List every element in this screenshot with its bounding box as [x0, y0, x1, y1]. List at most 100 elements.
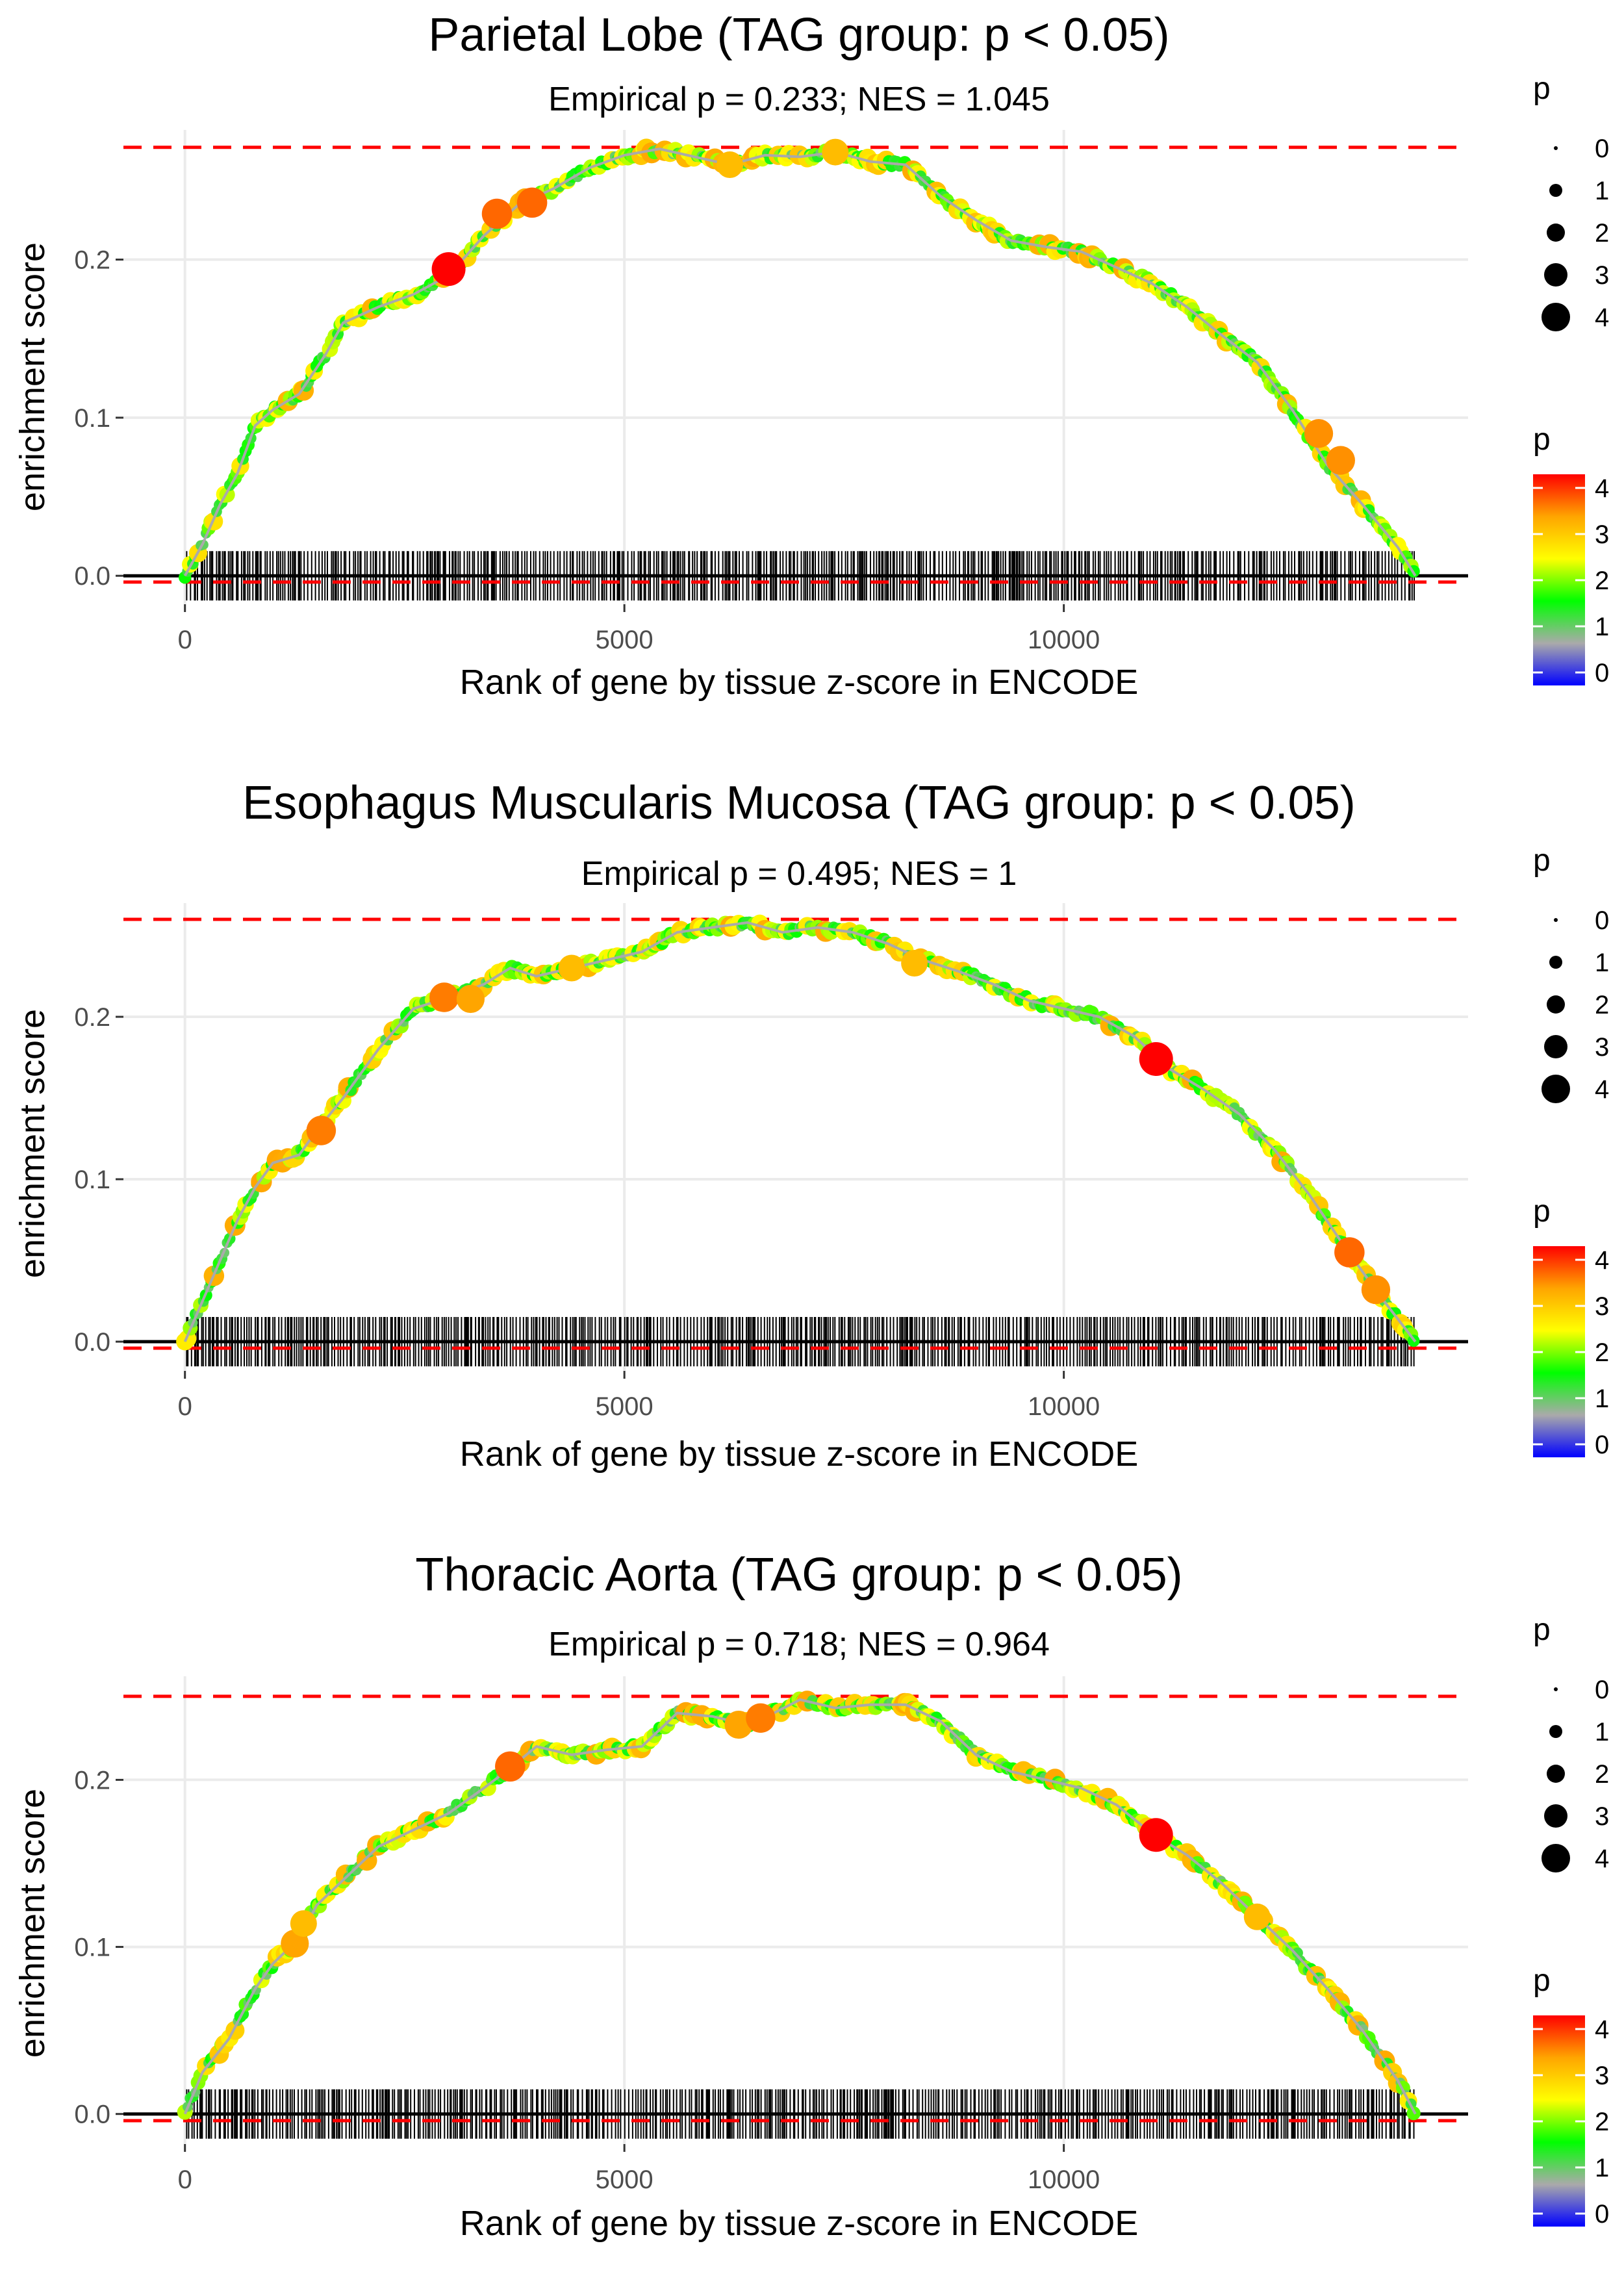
enrichment-series	[178, 138, 1420, 584]
highlight-point	[724, 1710, 753, 1739]
chart-subtitle: Empirical p = 0.233; NES = 1.045	[548, 81, 1050, 118]
size-legend-dot	[1542, 1075, 1570, 1103]
enrichment-series	[176, 914, 1420, 1351]
size-legend-dot	[1544, 1035, 1567, 1058]
color-legend-label: 2	[1595, 1338, 1609, 1367]
size-legend-label: 2	[1595, 991, 1609, 1019]
y-tick-label: 0.0	[74, 562, 110, 591]
size-legend-label: 0	[1595, 1676, 1609, 1704]
y-tick-label: 0.2	[74, 246, 110, 275]
highlight-point	[290, 1910, 317, 1937]
score-points	[176, 914, 1420, 1351]
enrichment-series	[177, 1691, 1421, 2121]
x-tick-label: 5000	[596, 626, 653, 654]
score-points	[178, 138, 1420, 584]
highlight-point	[429, 982, 459, 1012]
chart-title: Thoracic Aorta (TAG group: p < 0.05)	[415, 1549, 1182, 1601]
y-tick-label: 0.0	[74, 1328, 110, 1357]
chart-subtitle: Empirical p = 0.495; NES = 1	[581, 855, 1017, 893]
y-axis-title: enrichment score	[13, 1789, 52, 2058]
highlight-point	[717, 151, 744, 179]
size-legend-label: 0	[1595, 906, 1609, 935]
x-tick-label: 0	[178, 1392, 192, 1421]
color-legend-label: 3	[1595, 520, 1609, 549]
color-legend-label: 1	[1595, 613, 1609, 641]
color-legend-label: 1	[1595, 1385, 1609, 1413]
tick-labels: 0 5000 10000 0.0 0.1 0.2	[74, 1766, 1100, 2194]
reference-lines	[123, 917, 1468, 1350]
size-legend-label: 3	[1595, 1802, 1609, 1831]
y-tick-label: 0.1	[74, 1166, 110, 1194]
highlight-point	[1304, 419, 1334, 448]
highlight-point	[1139, 1818, 1173, 1852]
chart-title: Parietal Lobe (TAG group: p < 0.05)	[428, 9, 1169, 61]
chart-title: Esophagus Muscularis Mucosa (TAG group: …	[242, 777, 1355, 829]
highlight-point	[901, 950, 928, 977]
highlight-point	[822, 138, 849, 166]
highlight-point	[746, 1703, 776, 1733]
size-legend-label: 0	[1595, 134, 1609, 163]
color-legend-label: 0	[1595, 2200, 1609, 2229]
y-axis-title: enrichment score	[13, 242, 52, 511]
highlight-point	[1326, 446, 1355, 475]
color-legend-label: 3	[1595, 2062, 1609, 2090]
color-legend-title: p	[1533, 422, 1551, 457]
size-legend-dot	[1549, 956, 1562, 969]
legend: p 0 1 2 3 4 p 0 1 2 3 4	[1533, 1613, 1609, 2229]
tick-labels: 0 5000 10000 0.0 0.1 0.2	[74, 246, 1100, 654]
enrichment-curve	[183, 921, 1417, 1343]
legend: p 0 1 2 3 4 p 0 1 2 3 4	[1533, 71, 1609, 687]
color-legend-label: 2	[1595, 2108, 1609, 2136]
highlight-point	[431, 252, 466, 287]
x-tick-label: 10000	[1028, 2165, 1100, 2194]
y-tick-label: 0.2	[74, 1766, 110, 1795]
highlight-point	[1139, 1042, 1173, 1076]
size-legend-label: 4	[1595, 303, 1609, 332]
color-legend-title: p	[1533, 1194, 1551, 1229]
highlight-point	[1361, 1275, 1391, 1305]
size-legend-dot	[1554, 1687, 1558, 1691]
y-tick-label: 0.0	[74, 2101, 110, 2129]
x-tick-label: 10000	[1028, 626, 1100, 654]
color-legend-label: 2	[1595, 567, 1609, 595]
size-legend-dot	[1547, 224, 1565, 242]
size-legend-dot	[1554, 918, 1558, 922]
size-legend-dot	[1554, 146, 1558, 150]
chart-subtitle: Empirical p = 0.718; NES = 0.964	[548, 1626, 1050, 1663]
color-legend-title: p	[1533, 1963, 1551, 1998]
size-legend-label: 4	[1595, 1075, 1609, 1104]
panel-thoracic-aorta: Thoracic Aorta (TAG group: p < 0.05) Emp…	[13, 1549, 1609, 2243]
size-legend-label: 3	[1595, 261, 1609, 290]
size-legend-label: 1	[1595, 177, 1609, 205]
size-legend-label: 1	[1595, 949, 1609, 977]
x-tick-label: 10000	[1028, 1392, 1100, 1421]
size-legend-dot	[1544, 263, 1567, 287]
color-legend-label: 0	[1595, 1431, 1609, 1459]
highlight-point	[1334, 1237, 1365, 1268]
x-axis-title: Rank of gene by tissue z-score in ENCODE	[460, 663, 1138, 702]
y-tick-label: 0.1	[74, 404, 110, 433]
highlight-point	[1243, 1903, 1271, 1930]
highlight-point	[516, 187, 548, 218]
color-legend-label: 4	[1595, 2015, 1609, 2044]
tick-labels: 0 5000 10000 0.0 0.1 0.2	[74, 1003, 1100, 1421]
color-legend-label: 3	[1595, 1292, 1609, 1321]
size-legend-dot	[1549, 1725, 1562, 1738]
size-legend-title: p	[1533, 1613, 1551, 1647]
enrichment-curve	[183, 147, 1417, 577]
size-legend-dot	[1544, 1804, 1567, 1828]
x-tick-label: 5000	[596, 1392, 653, 1421]
size-legend-label: 2	[1595, 1760, 1609, 1789]
highlight-point	[558, 954, 585, 982]
x-axis-title: Rank of gene by tissue z-score in ENCODE	[460, 2204, 1138, 2243]
size-legend-label: 3	[1595, 1033, 1609, 1062]
y-tick-label: 0.1	[74, 1934, 110, 1962]
legend: p 0 1 2 3 4 p 0 1 2 3 4	[1533, 843, 1609, 1459]
enrichment-curve	[183, 1698, 1417, 2115]
size-legend-dot	[1547, 995, 1565, 1014]
panel-esophagus-muscularis-mucosa: Esophagus Muscularis Mucosa (TAG group: …	[13, 777, 1609, 1474]
color-legend-label: 0	[1595, 659, 1609, 687]
size-legend-dot	[1542, 1844, 1570, 1872]
